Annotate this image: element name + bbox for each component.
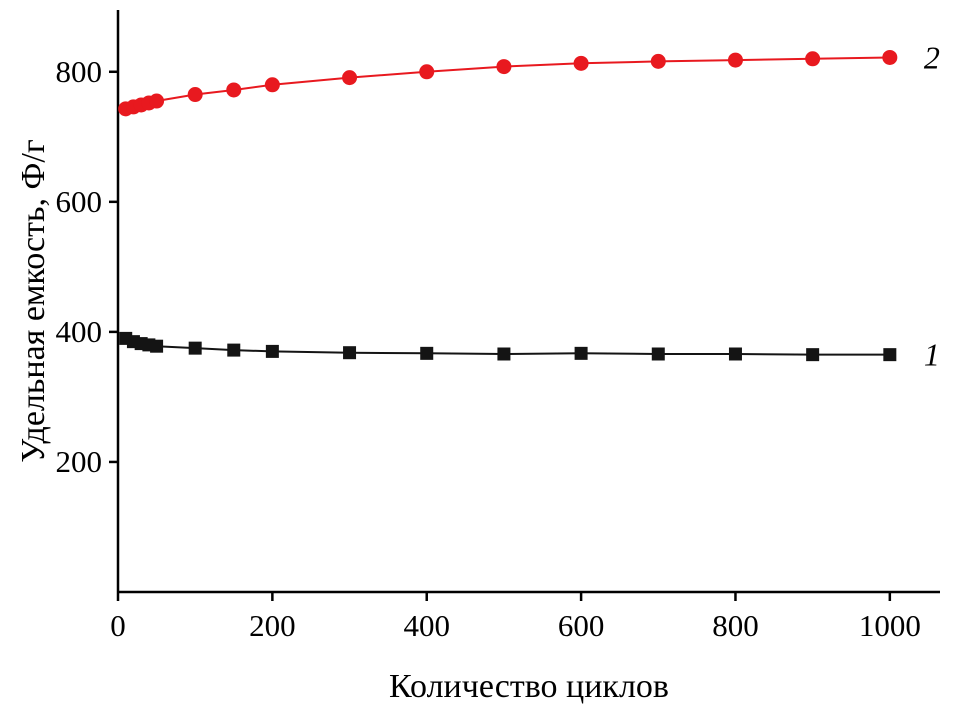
marker-circle-2 xyxy=(650,53,666,69)
marker-circle-2 xyxy=(496,59,512,75)
marker-square-1 xyxy=(497,347,511,361)
y-tick-label: 800 xyxy=(56,54,103,89)
marker-circle-2 xyxy=(342,70,358,86)
marker-square-1 xyxy=(265,344,279,358)
marker-square-1 xyxy=(420,346,434,360)
x-tick-label: 1000 xyxy=(859,608,921,643)
series-end-label-1: 1 xyxy=(924,337,940,373)
marker-circle-2 xyxy=(882,49,898,65)
marker-square-1 xyxy=(150,339,164,353)
marker-square-1 xyxy=(227,343,241,357)
marker-square-1 xyxy=(883,348,897,362)
marker-circle-2 xyxy=(264,77,280,93)
marker-circle-2 xyxy=(805,51,821,67)
marker-square-1 xyxy=(806,348,820,362)
marker-circle-2 xyxy=(573,55,589,71)
y-tick-label: 200 xyxy=(56,444,103,479)
marker-square-1 xyxy=(343,346,357,360)
marker-circle-2 xyxy=(149,93,165,109)
marker-square-1 xyxy=(651,347,665,361)
y-axis-label: Удельная емкость, Ф/г xyxy=(15,139,52,463)
marker-square-1 xyxy=(188,341,202,355)
marker-circle-2 xyxy=(226,82,242,98)
x-tick-label: 400 xyxy=(403,608,450,643)
x-axis-label: Количество циклов xyxy=(389,668,669,705)
x-tick-label: 0 xyxy=(110,608,126,643)
marker-circle-2 xyxy=(727,52,743,68)
series-end-label-2: 2 xyxy=(924,39,940,75)
marker-circle-2 xyxy=(187,87,203,103)
x-tick-label: 200 xyxy=(249,608,296,643)
y-tick-label: 600 xyxy=(56,184,103,219)
x-tick-label: 600 xyxy=(558,608,605,643)
marker-square-1 xyxy=(574,346,588,360)
x-tick-label: 800 xyxy=(712,608,759,643)
marker-circle-2 xyxy=(419,64,435,80)
y-tick-label: 400 xyxy=(56,314,103,349)
marker-square-1 xyxy=(728,347,742,361)
